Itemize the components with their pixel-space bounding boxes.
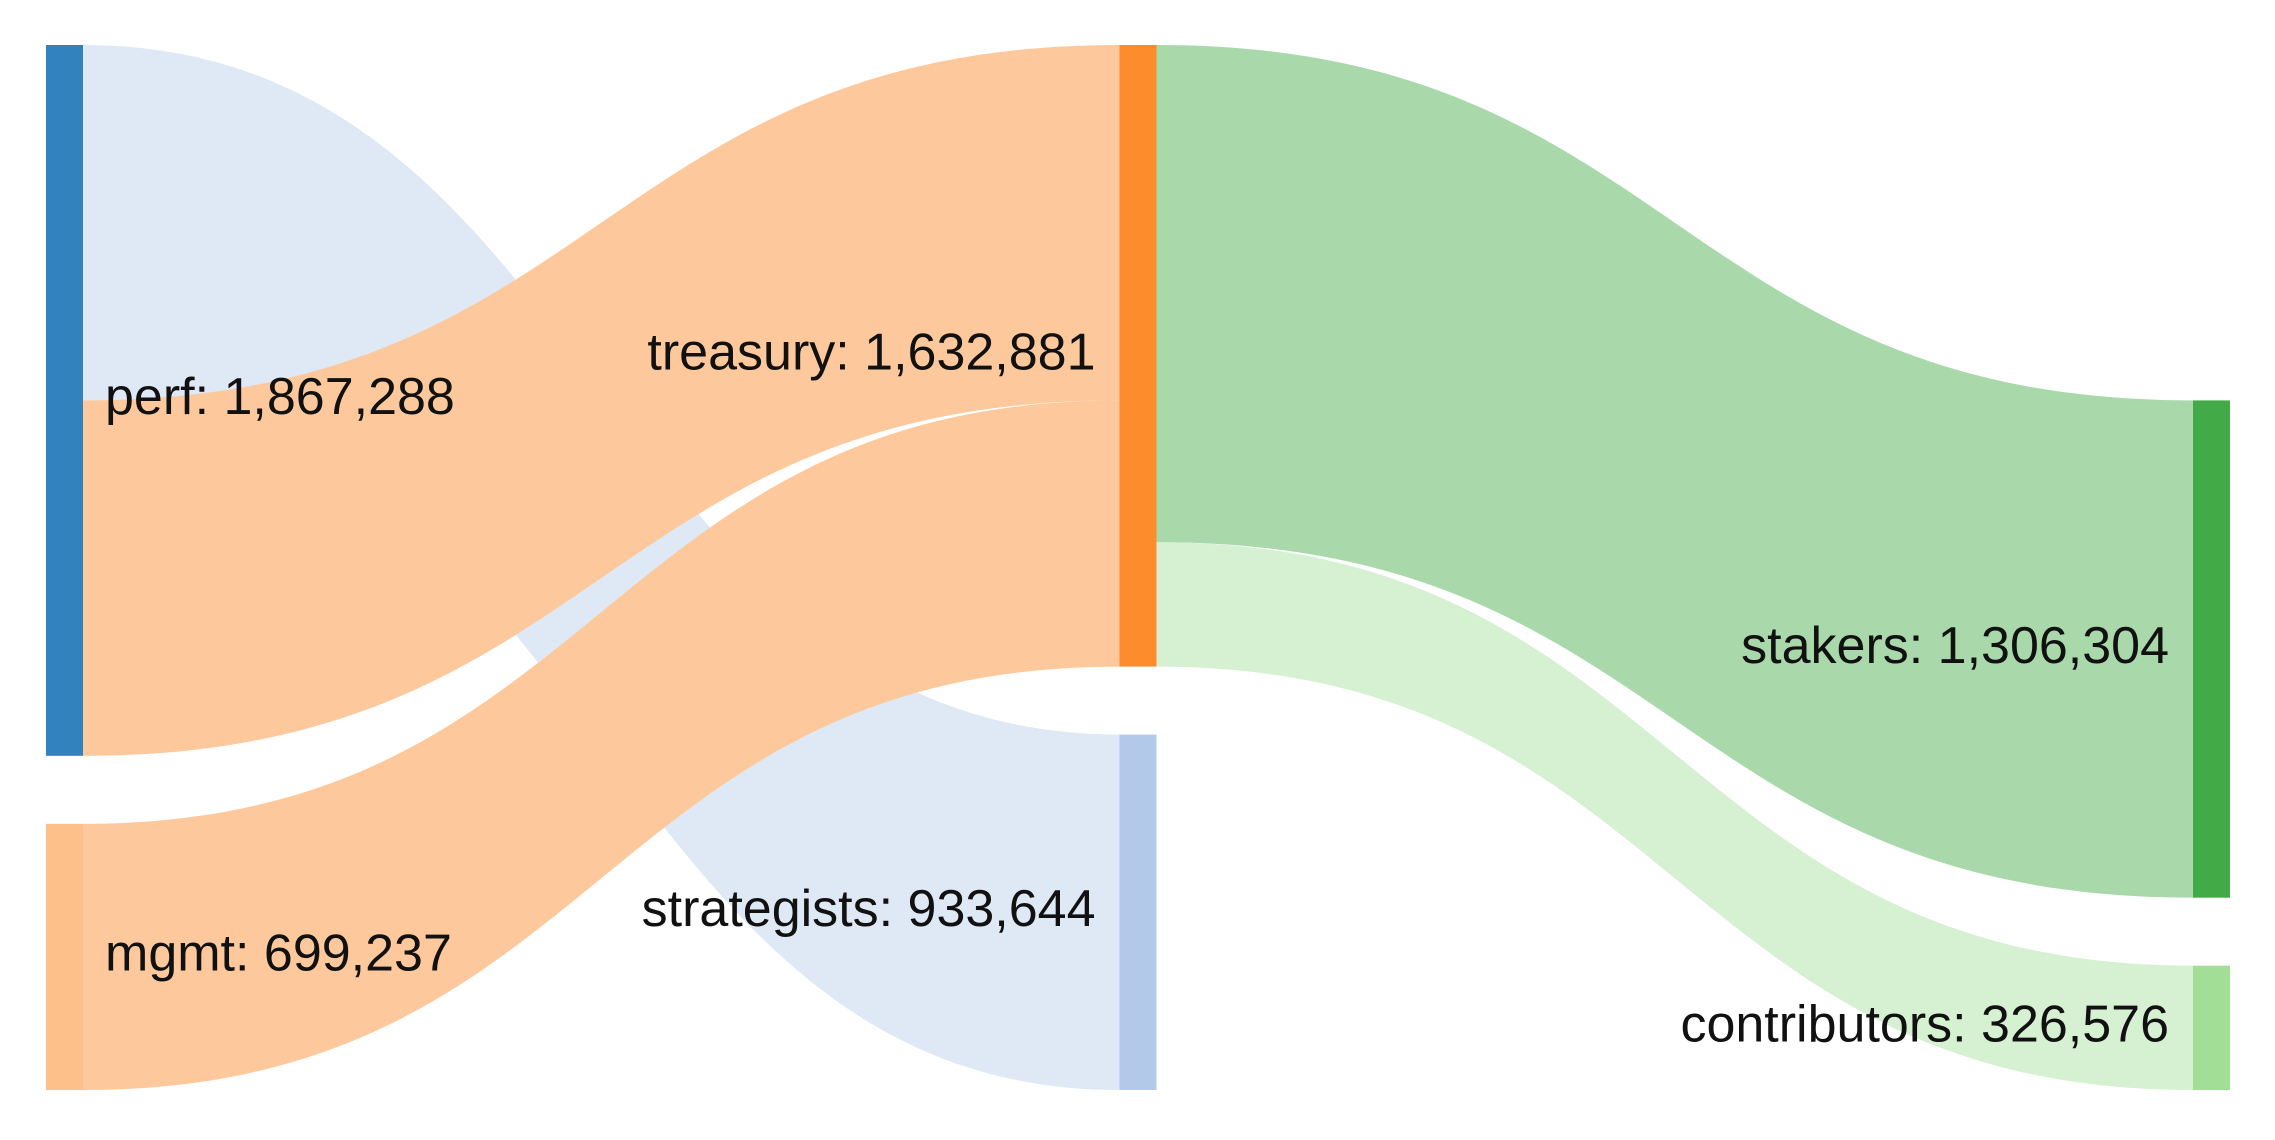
node-label: mgmt: 699,237 [105, 925, 452, 983]
node [1119, 45, 1157, 667]
link [1156, 45, 2193, 898]
link [83, 400, 1120, 1090]
link [83, 45, 1120, 756]
link [1156, 542, 2193, 1090]
node-label: contributors: 326,576 [1680, 996, 2169, 1054]
node [2193, 965, 2230, 1090]
node [46, 45, 83, 756]
node [2193, 400, 2230, 898]
node [46, 823, 83, 1090]
node-label: treasury: 1,632,881 [647, 324, 1095, 382]
node-label: strategists: 933,644 [642, 880, 1096, 938]
node [1119, 734, 1157, 1090]
node-label: perf: 1,867,288 [105, 368, 455, 426]
node-label: stakers: 1,306,304 [1741, 617, 2169, 675]
